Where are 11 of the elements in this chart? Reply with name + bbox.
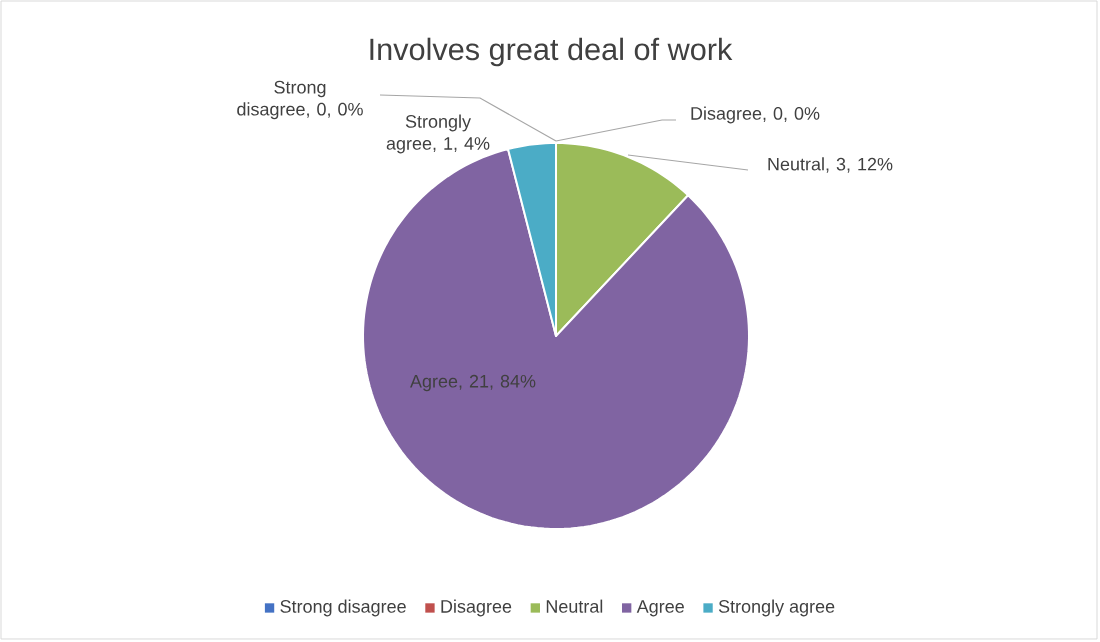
legend-label: Agree bbox=[636, 600, 684, 617]
legend-label: Neutral bbox=[546, 599, 603, 613]
legend-label: Disagree bbox=[441, 599, 512, 617]
data-label: Strongly agree, 1, 4% bbox=[386, 114, 490, 154]
chart-title: Involves great deal of work bbox=[370, 37, 733, 67]
legend-label: Strong disagree bbox=[280, 599, 406, 617]
legend-label: Strongly agree bbox=[718, 599, 835, 617]
text: Disagree, 0, 0% bbox=[691, 106, 820, 124]
data-label: Agree, 21, 84% bbox=[410, 374, 536, 392]
text: Strong disagree, 0, 0% bbox=[237, 80, 363, 120]
data-label: Neutral, 3, 12% bbox=[768, 157, 893, 173]
